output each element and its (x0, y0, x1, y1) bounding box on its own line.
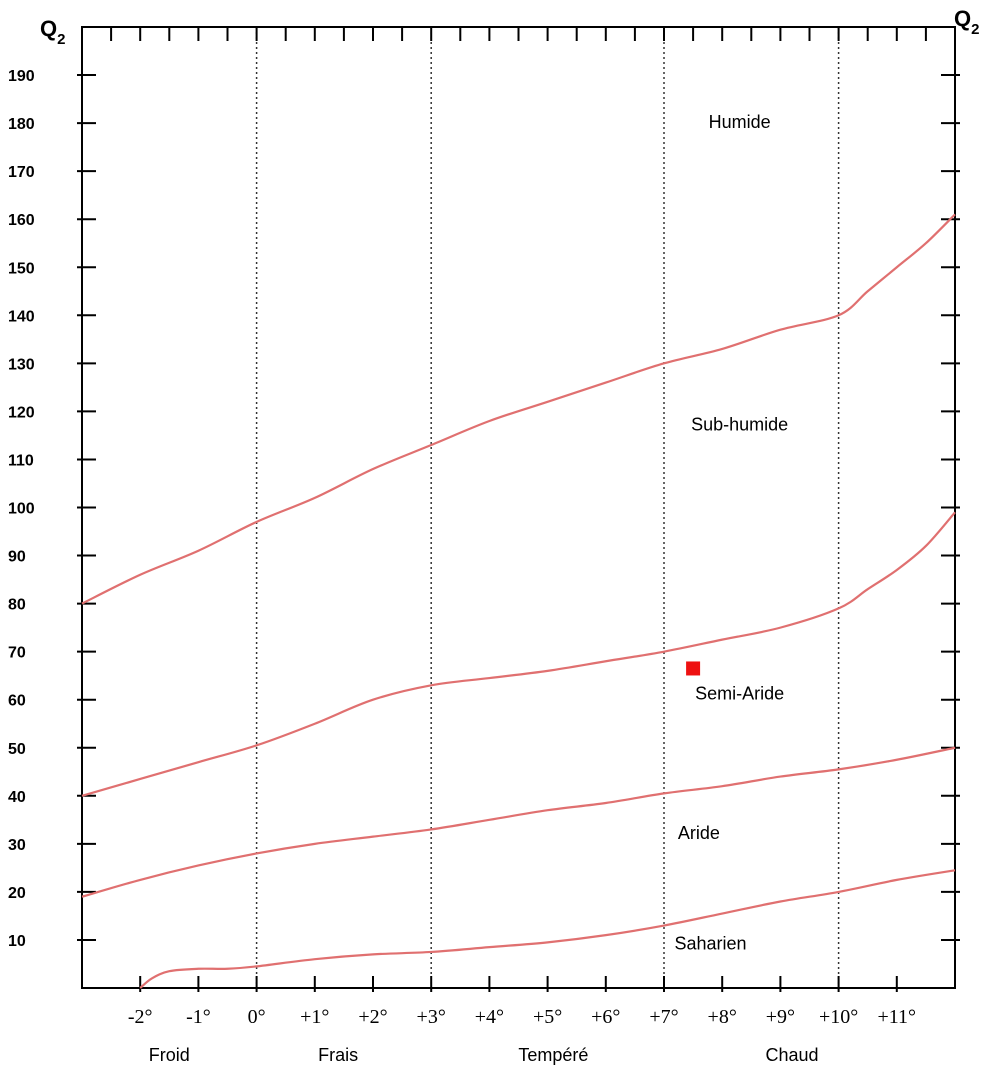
boundary-curve (81, 213, 956, 605)
y-tick-label: 50 (8, 741, 26, 758)
zone-label: Aride (678, 823, 720, 843)
labels-layer: 10 20 30 40 50 60 70 80 90 100 110 120 130 140 150 160 1… (8, 68, 916, 1065)
grid-layer (255, 27, 840, 988)
y-tick-label: 180 (8, 116, 35, 133)
y-axis-title-right: Q2 (954, 6, 979, 38)
region-label: Chaud (766, 1045, 819, 1065)
boundary-curve (139, 869, 956, 989)
y-axis-title-left: Q2 (40, 16, 65, 48)
region-label: Tempéré (518, 1045, 588, 1065)
y-tick-label: 20 (8, 885, 26, 902)
x-tick-label: +6° (591, 1006, 620, 1028)
x-tick-label: +7° (649, 1006, 678, 1028)
zone-label: Semi-Aride (695, 684, 784, 704)
y-tick-label: 170 (8, 164, 35, 181)
y-tick-label: 160 (8, 212, 35, 229)
region-label: Froid (149, 1045, 190, 1065)
zone-label: Humide (709, 112, 771, 132)
y-tick-label: 140 (8, 308, 35, 325)
y-tick-label: 60 (8, 693, 26, 710)
y-tick-label: 40 (8, 789, 26, 806)
y-tick-label: 150 (8, 260, 35, 277)
plot-frame (81, 26, 956, 989)
x-tick-label: +4° (475, 1006, 504, 1028)
y-tick-label: 80 (8, 597, 26, 614)
curves-layer (81, 213, 956, 989)
y-tick-label: 190 (8, 68, 35, 85)
x-tick-label: -1° (186, 1006, 211, 1028)
y-tick-label: 90 (8, 549, 26, 566)
x-tick-label: +2° (358, 1006, 387, 1028)
x-tick-label: +8° (708, 1006, 737, 1028)
y-tick-label: 10 (8, 933, 26, 950)
y-tick-label: 30 (8, 837, 26, 854)
x-tick-label: +5° (533, 1006, 562, 1028)
x-tick-label: -2° (128, 1006, 153, 1028)
region-label: Frais (318, 1045, 358, 1065)
x-tick-label: +10° (819, 1006, 858, 1028)
ticks-layer (77, 27, 960, 992)
x-tick-label: 0° (248, 1006, 266, 1028)
boundary-curve (81, 746, 956, 898)
y-tick-label: 110 (8, 452, 34, 469)
x-tick-label: +3° (417, 1006, 446, 1028)
y-tick-label: 70 (8, 645, 26, 662)
x-tick-label: +9° (766, 1006, 795, 1028)
boundary-curve (81, 511, 956, 797)
y-tick-label: 100 (8, 501, 35, 518)
x-tick-label: +11° (878, 1006, 917, 1028)
station-marker (686, 661, 701, 676)
x-tick-label: +1° (300, 1006, 329, 1028)
y-tick-label: 120 (8, 404, 35, 421)
zone-label: Saharien (675, 934, 747, 954)
zone-label: Sub-humide (691, 415, 788, 435)
y-tick-label: 130 (8, 356, 35, 373)
